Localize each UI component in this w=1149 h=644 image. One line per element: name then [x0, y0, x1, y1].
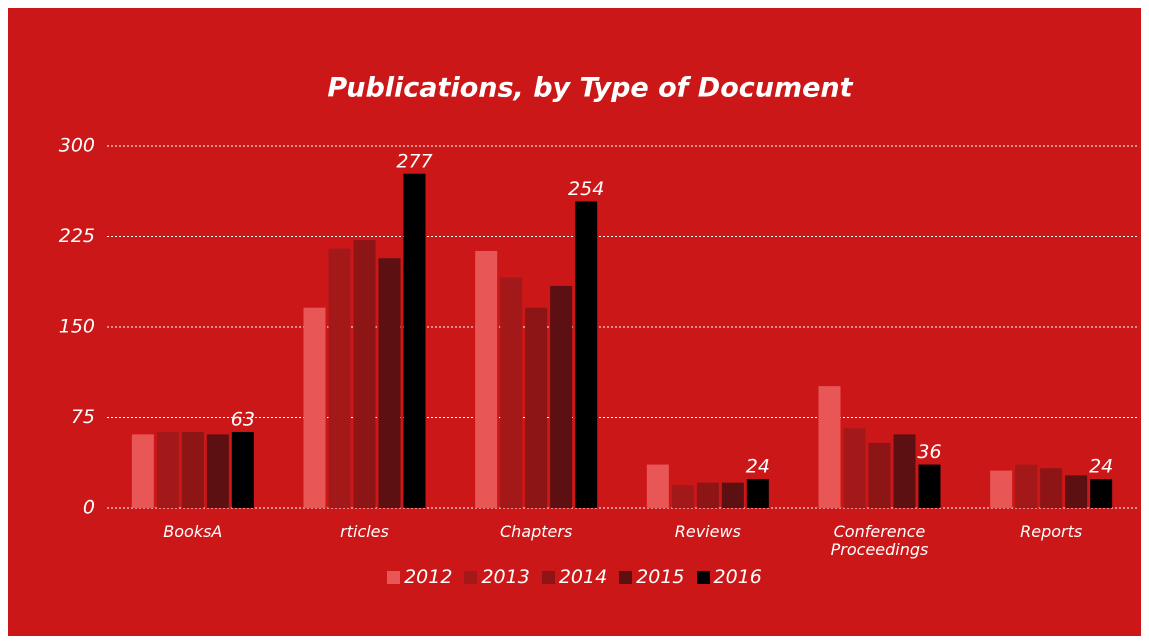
bar [918, 464, 941, 508]
legend-label: 2012 [404, 566, 453, 588]
legend-label: 2016 [713, 566, 762, 588]
bar [131, 434, 154, 508]
bar [353, 240, 376, 508]
bar [231, 431, 254, 508]
bar [843, 428, 866, 508]
x-tick-label: BooksA [163, 522, 223, 541]
bar [156, 431, 179, 508]
x-tick-label: Reviews [674, 522, 741, 541]
legend-label: 2014 [558, 566, 608, 588]
x-tick-label: rticles [340, 522, 389, 541]
bar [1040, 468, 1063, 508]
bar [1065, 475, 1088, 508]
bar [990, 470, 1013, 508]
bar [746, 479, 769, 508]
x-tick-label: Chapters [500, 522, 573, 541]
legend-swatch [696, 571, 710, 584]
bar [868, 442, 891, 508]
bar [818, 386, 841, 508]
bar [575, 201, 598, 509]
bar [1090, 479, 1113, 508]
bar [550, 285, 573, 508]
x-tick-label: Reports [1020, 522, 1083, 541]
legend-item: 2014 [541, 566, 608, 588]
bar [206, 434, 229, 508]
y-tick-label: 300 [59, 135, 95, 157]
bar [1015, 464, 1038, 508]
bar [525, 307, 548, 508]
bar [721, 482, 744, 508]
legend-swatch [619, 571, 633, 584]
legend-label: 2013 [481, 566, 530, 588]
data-label: 36 [917, 441, 941, 463]
bar [328, 248, 351, 509]
legend-swatch [464, 571, 478, 584]
bar [303, 307, 326, 508]
legend-item: 2016 [696, 566, 762, 588]
bar [671, 485, 694, 508]
bar [646, 464, 669, 508]
y-tick-label: 150 [59, 316, 95, 338]
bar [893, 434, 916, 508]
bar [500, 277, 523, 508]
data-label: 254 [568, 178, 604, 200]
bar [181, 431, 204, 508]
bar [403, 173, 426, 508]
data-label: 24 [746, 456, 770, 478]
bar [696, 482, 719, 508]
legend-swatch [541, 571, 555, 584]
y-tick-label: 225 [59, 225, 95, 247]
data-label: 63 [231, 408, 255, 430]
bar [475, 250, 498, 509]
legend-label: 2015 [636, 566, 685, 588]
chart-title: Publications, by Type of Document [327, 73, 853, 104]
legend-item: 2015 [619, 566, 685, 588]
data-label: 277 [396, 150, 432, 172]
data-label: 24 [1089, 456, 1113, 478]
bar [378, 258, 401, 508]
legend-item: 2012 [387, 566, 452, 588]
background [8, 8, 1141, 636]
legend: 2012 2013 2014 2015 2016 [0, 566, 1149, 588]
legend-swatch [387, 571, 401, 584]
x-tick-label: Conference Proceedings [830, 522, 929, 559]
y-tick-label: 75 [71, 406, 95, 428]
legend-item: 2013 [464, 566, 530, 588]
y-tick-label: 0 [83, 497, 95, 519]
